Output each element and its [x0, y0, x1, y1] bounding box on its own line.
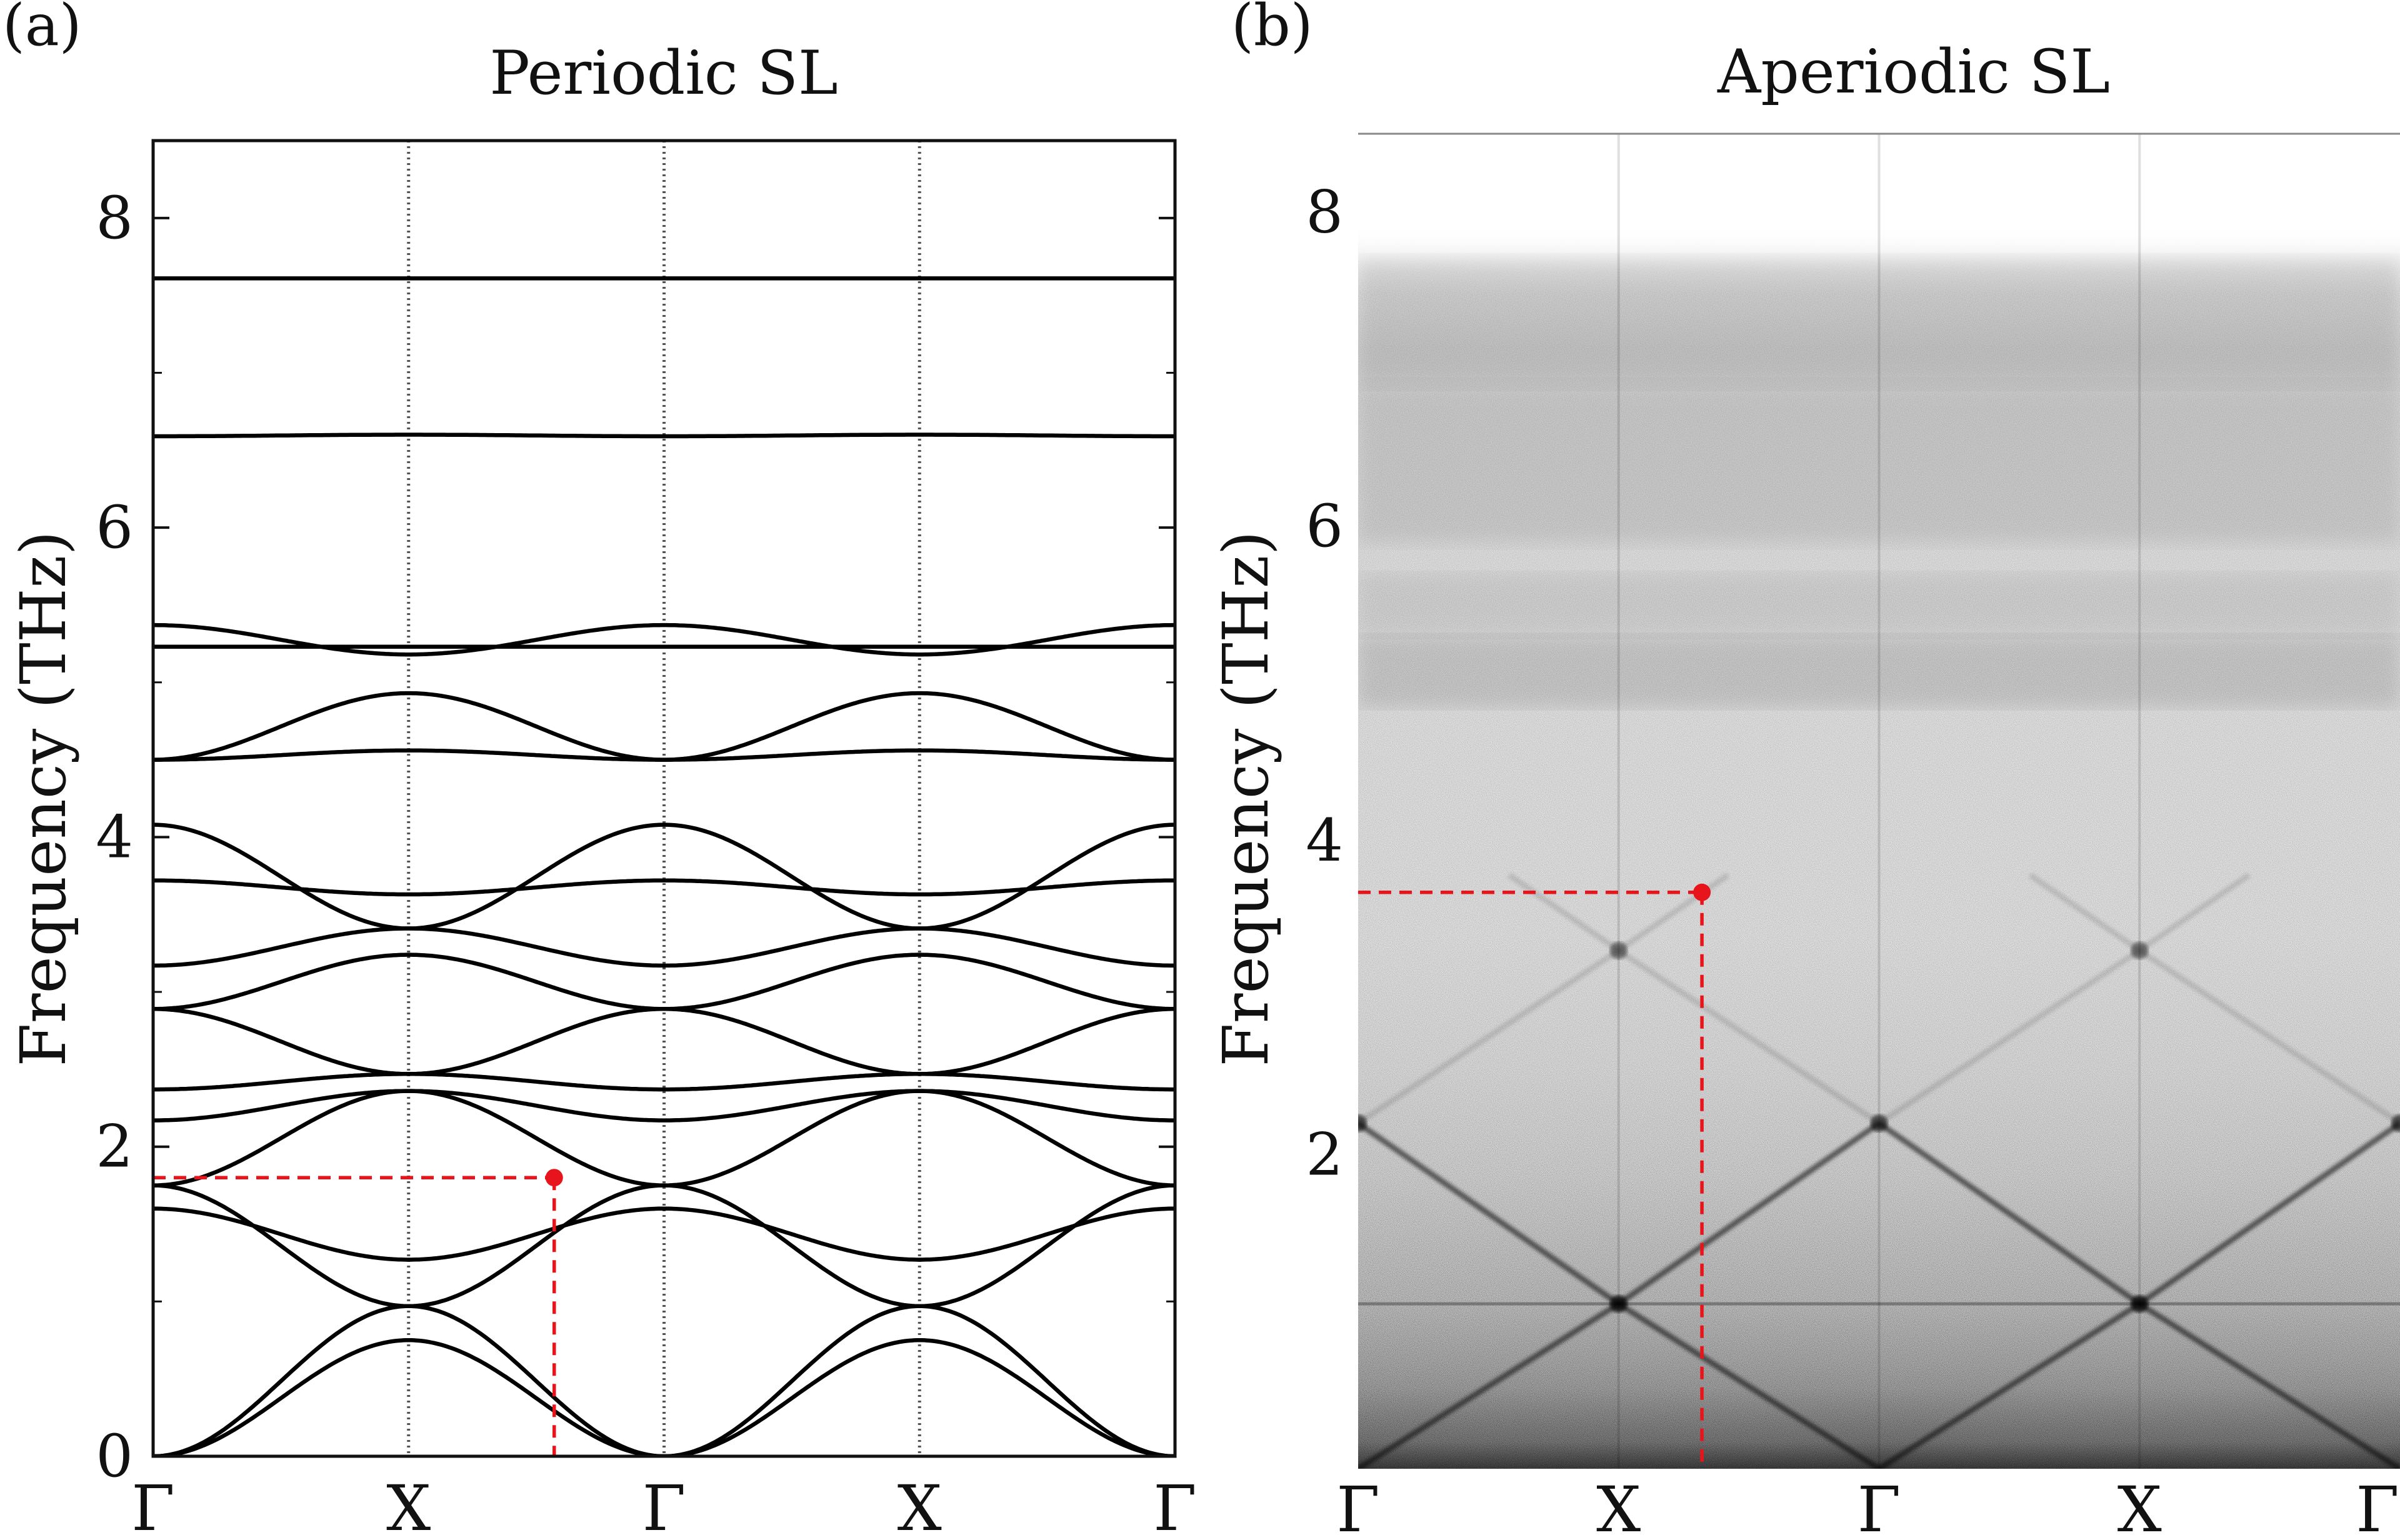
panel-a-ylabel: Frequency (THz) [7, 531, 80, 1066]
panel-b-acoustic-branches [1358, 872, 2400, 1469]
y-tick-label: 4 [1306, 807, 1343, 875]
acoustic-branch-12 [2138, 948, 2400, 1126]
acoustic-branch-7 [1877, 1121, 2141, 1306]
panel-a: (a) Periodic SL Frequency (THz) 0 2 4 6 8 Γ X Γ… [2, 0, 1197, 1540]
panel-b-guides [1617, 134, 2141, 1469]
branch-crossing-5 [2131, 1295, 2149, 1313]
band-line-9 [153, 952, 1175, 1011]
panel-b-marker [1358, 883, 1711, 1469]
band-line-10 [153, 926, 1175, 968]
y-tick-label: 6 [96, 494, 133, 562]
band-line-1 [153, 1338, 1175, 1456]
branch-crossing-2 [1609, 1295, 1628, 1313]
y-tick-label: 4 [96, 803, 133, 871]
acoustic-branch-11 [1878, 948, 2141, 1126]
band-line-17 [153, 432, 1175, 439]
panel-b-title: Aperiodic SL [1717, 37, 2110, 107]
panel-a-ticks: 0 2 4 6 8 Γ X Γ X Γ [96, 184, 1197, 1540]
x-tick-label: Γ [1336, 1473, 1379, 1540]
flat-band-region-2 [1358, 573, 2400, 637]
branch-crossing-3 [1609, 941, 1628, 959]
panel-a-guides [407, 141, 921, 1456]
y-tick-label: 2 [1306, 1121, 1343, 1189]
flat-band-region-3 [1358, 385, 2400, 542]
y-tick-label: 2 [96, 1113, 133, 1181]
band-line-5 [153, 1089, 1175, 1188]
x-tick-label: X [898, 1472, 942, 1540]
acoustic-branch-14 [2028, 872, 2141, 953]
acoustic-branch-15 [2138, 872, 2251, 953]
panel-b: (b) Aperiodic SL Frequency (THz) 2 4 6 8 Γ X Γ… [1209, 0, 2400, 1540]
acoustic-branch-9 [1358, 948, 1621, 1126]
panel-b-flat-bands [1358, 259, 2400, 1306]
x-tick-label: Γ [131, 1472, 174, 1540]
acoustic-branch-10 [1617, 948, 1881, 1126]
marker-point [1693, 883, 1711, 901]
y-tick-label: 6 [1306, 492, 1343, 561]
band-line-14 [153, 691, 1175, 762]
band-line-12 [153, 822, 1175, 931]
branch-crossing-4 [1870, 1114, 1888, 1132]
acoustic-branch-4 [2138, 1301, 2400, 1469]
band-line-16 [153, 622, 1175, 657]
x-tick-label: Γ [1858, 1473, 1901, 1540]
panel-b-heatmap [1358, 134, 2400, 1469]
branch-crossing-6 [2131, 941, 2149, 959]
panel-a-bands [153, 276, 1175, 1456]
acoustic-branch-16 [1508, 872, 1621, 953]
x-tick-label: Γ [2356, 1473, 2399, 1540]
band-line-11 [153, 878, 1175, 897]
band-line-4 [153, 1183, 1175, 1309]
branch-crossing-1 [1358, 1114, 1367, 1132]
panel-a-marker [153, 1169, 563, 1456]
acoustic-branch-5 [1358, 1121, 1621, 1306]
x-tick-label: X [386, 1472, 431, 1540]
panel-a-frame [151, 139, 1177, 1458]
y-tick-label: 8 [96, 184, 133, 252]
branch-crossing-7 [2391, 1114, 2400, 1132]
marker-point [545, 1169, 563, 1187]
band-line-6 [153, 1089, 1175, 1122]
band-line-7 [153, 1072, 1175, 1092]
panel-a-title: Periodic SL [489, 38, 838, 108]
x-tick-label: X [1596, 1473, 1641, 1540]
acoustic-branch-8 [2138, 1121, 2400, 1306]
x-tick-label: Γ [642, 1472, 686, 1540]
y-tick-label: 0 [96, 1422, 133, 1491]
acoustic-branch-6 [1617, 1121, 1881, 1306]
panel-b-ticks: 2 4 6 8 Γ X Γ X Γ [1306, 179, 2399, 1540]
x-tick-label: X [2118, 1473, 2162, 1540]
acoustic-branch-2 [1617, 1301, 1881, 1469]
panel-b-ylabel: Frequency (THz) [1209, 531, 1282, 1066]
acoustic-branch-3 [1878, 1301, 2141, 1469]
panel-a-label: (a) [2, 0, 82, 59]
band-line-2 [153, 1304, 1175, 1456]
acoustic-branch-13 [1617, 872, 1730, 953]
y-tick-label: 8 [1306, 179, 1343, 247]
x-tick-label: Γ [1153, 1472, 1196, 1540]
acoustic-branch-1 [1358, 1301, 1621, 1469]
panel-b-label: (b) [1231, 0, 1313, 59]
band-line-3 [153, 1206, 1175, 1262]
